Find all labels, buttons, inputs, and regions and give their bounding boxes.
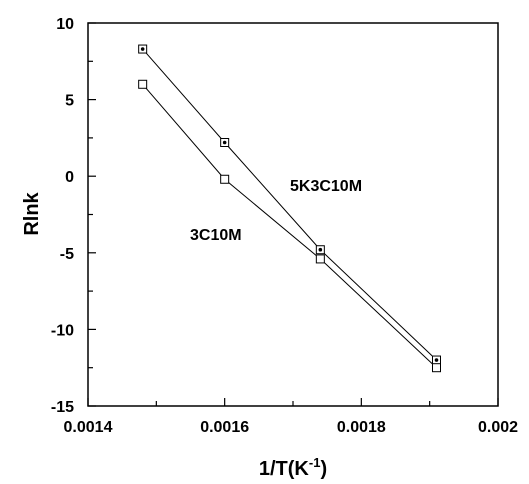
x-axis-title-superscript: -1 [309, 455, 321, 470]
y-tick-labels: -15 -10 -5 0 5 10 [51, 16, 74, 416]
series-line [142, 48, 437, 361]
data-point-dot [318, 247, 323, 252]
series-3c10m [138, 79, 441, 373]
series-layer [138, 44, 441, 373]
data-point [315, 254, 325, 264]
data-point [138, 79, 148, 89]
x-tick-labels: 0.0014 0.0016 0.0018 0.002 [64, 419, 519, 436]
y-tick-label: 5 [65, 93, 74, 110]
data-point-dot [222, 140, 227, 145]
data-point-dot [140, 47, 145, 51]
x-axis-title-main: 1/T(K [259, 458, 310, 480]
x-tick-label: 0.002 [478, 419, 518, 436]
x-axis-title-close: ) [320, 458, 327, 480]
data-point [432, 363, 441, 373]
x-tick-label: 0.0014 [64, 419, 113, 436]
series-line [142, 83, 437, 369]
annotation-3c10m: 3C10M [190, 227, 242, 244]
y-tick-label: -10 [51, 322, 74, 339]
y-tick-label: -5 [60, 246, 74, 263]
axis-ticks [87, 22, 499, 407]
plot-area [87, 22, 499, 407]
y-tick-label: 10 [56, 16, 74, 33]
data-point [220, 174, 230, 184]
annotation-5k3c10m: 5K3C10M [290, 178, 362, 195]
x-tick-label: 0.0018 [337, 419, 386, 436]
data-point-dot [434, 358, 439, 362]
x-tick-label: 0.0016 [200, 419, 249, 436]
x-axis-title: 1/T(K-1) [259, 455, 327, 480]
y-axis-title: Rlnk [21, 191, 43, 235]
series-5k3c10m [138, 44, 441, 365]
y-tick-label: -15 [51, 399, 74, 416]
y-tick-label: 0 [65, 169, 74, 186]
